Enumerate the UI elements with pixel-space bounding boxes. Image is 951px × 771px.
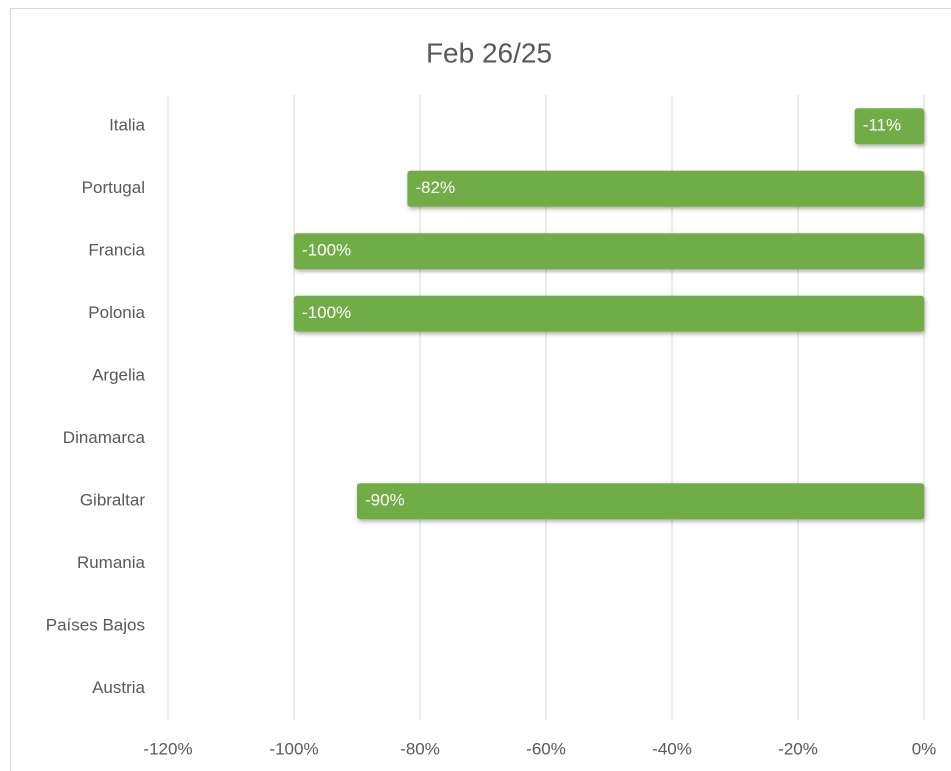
data-label: -82%	[415, 178, 455, 197]
x-tick-label: -60%	[526, 739, 566, 758]
data-label: -90%	[365, 491, 405, 510]
data-label: -11%	[863, 116, 901, 135]
data-label: -100%	[302, 241, 351, 260]
bar	[294, 295, 924, 332]
y-tick-label: Rumania	[77, 553, 146, 572]
y-tick-label: Argelia	[92, 366, 145, 385]
data-label: -100%	[302, 303, 351, 322]
y-tick-label: Francia	[88, 241, 145, 260]
x-tick-label: -40%	[652, 739, 692, 758]
y-tick-label: Dinamarca	[63, 428, 146, 447]
x-tick-label: -20%	[778, 739, 818, 758]
y-tick-label: Austria	[92, 678, 145, 697]
y-tick-label: Países Bajos	[46, 616, 145, 635]
x-tick-label: 0%	[912, 739, 937, 758]
y-tick-label: Italia	[109, 116, 145, 135]
chart-border	[10, 8, 951, 771]
bar	[854, 108, 924, 145]
y-tick-label: Portugal	[82, 178, 145, 197]
y-tick-label: Gibraltar	[80, 491, 146, 510]
bar	[294, 233, 924, 270]
x-tick-label: -100%	[269, 739, 318, 758]
bar	[357, 483, 924, 520]
bar	[407, 170, 924, 207]
x-tick-label: -80%	[400, 739, 440, 758]
x-tick-label: -120%	[143, 739, 192, 758]
chart-title: Feb 26/25	[426, 37, 552, 68]
y-tick-label: Polonia	[88, 303, 145, 322]
